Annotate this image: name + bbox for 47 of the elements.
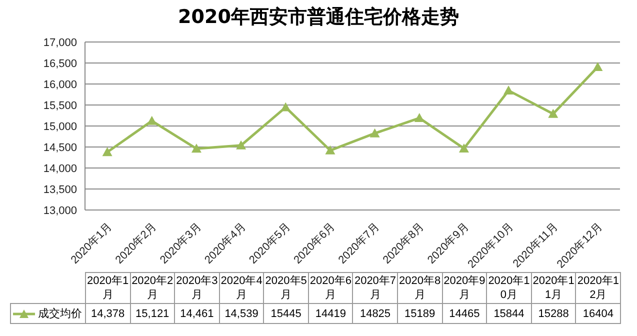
data-label: 14,461	[174, 304, 220, 324]
category-label: 2020年6月	[310, 275, 352, 301]
data-label: 15189	[398, 304, 442, 324]
point	[370, 128, 380, 138]
category-label: 2020年8月	[399, 275, 441, 301]
data-label: 14825	[352, 304, 398, 324]
category-label: 2020年11月	[532, 275, 574, 301]
y-tick-label: 14,500	[43, 142, 77, 154]
y-tick-label: 17,000	[43, 36, 77, 49]
y-tick-label: 15,000	[43, 120, 77, 133]
data-label: 14,378	[86, 304, 130, 324]
y-tick-label: 14,000	[43, 162, 77, 175]
category-label: 2020年7月	[354, 275, 396, 301]
chart-title: 2020年西安市普通住宅价格走势	[177, 5, 460, 30]
data-label: 14419	[308, 304, 353, 324]
category-label: 2020年9月	[444, 275, 486, 301]
point	[458, 143, 469, 152]
y-tick-label: 13,000	[43, 204, 77, 217]
category-label: 2020年12月	[577, 275, 619, 301]
point	[325, 145, 336, 154]
data-label: 15844	[486, 304, 532, 324]
legend-label: 成交均价	[38, 308, 82, 320]
point	[236, 140, 246, 150]
y-tick-label: 16,500	[43, 58, 77, 70]
point	[146, 116, 157, 125]
category-label: 2020年4月	[220, 275, 262, 301]
category-label: 2020年3月	[176, 275, 218, 301]
point	[102, 147, 112, 156]
point	[280, 102, 291, 112]
category-label: 2020年2月	[132, 275, 174, 301]
y-tick-label: 15,500	[43, 100, 77, 112]
category-label: 2020年1月	[86, 275, 129, 301]
data-label: 15288	[531, 304, 576, 324]
category-label: 2020年10月	[488, 275, 530, 301]
y-tick-label: 16,000	[43, 78, 77, 91]
data-label: 15445	[264, 304, 308, 324]
point	[548, 108, 558, 118]
category-label: 2020年5月	[265, 275, 307, 301]
point	[191, 144, 202, 153]
data-label: 14,539	[219, 304, 264, 324]
data-label: 15,121	[130, 304, 175, 324]
point	[504, 86, 514, 95]
data-label: 16404	[576, 304, 620, 324]
point	[414, 113, 424, 122]
y-tick-label: 13,500	[43, 184, 77, 196]
data-label: 14465	[442, 304, 487, 324]
point	[592, 62, 603, 72]
